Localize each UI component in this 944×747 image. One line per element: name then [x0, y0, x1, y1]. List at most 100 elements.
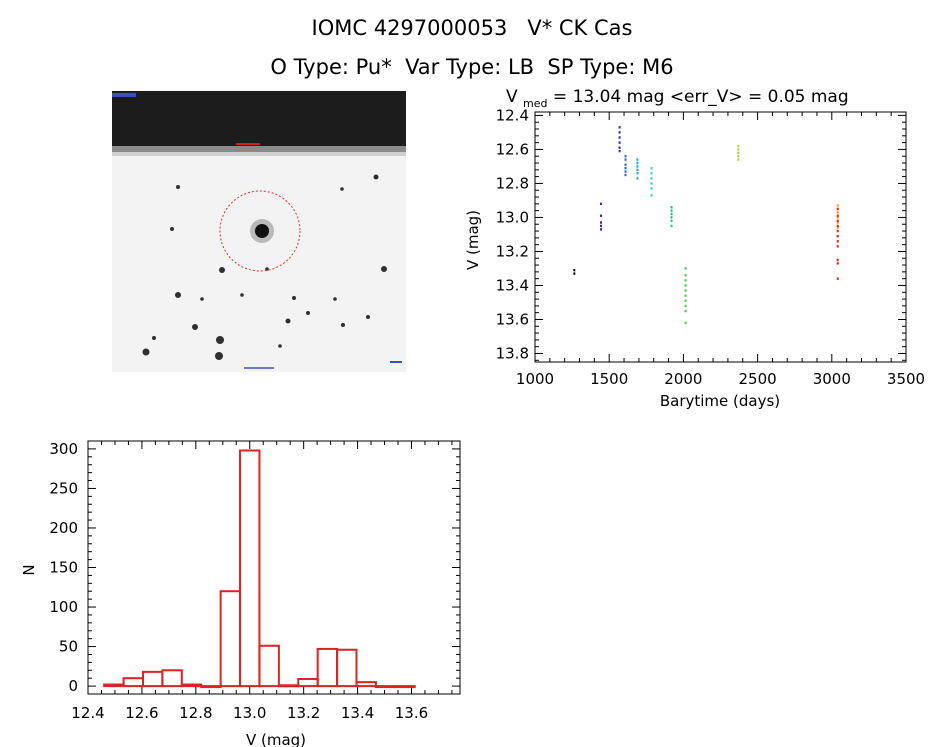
hist-bar [200, 685, 222, 689]
lc-data-point [650, 172, 653, 175]
lc-x-tick-label: 3500 [887, 370, 925, 388]
lc-y-axis-label: V (mag) [464, 210, 482, 270]
lc-data-point [636, 177, 639, 180]
light-curve-chart: V med = 13.04 mag <err_V> = 0.05 mag 100… [464, 87, 926, 410]
sky-image-stamp [112, 91, 406, 372]
lc-data-point [737, 151, 740, 155]
lc-data-point [737, 158, 740, 161]
lc-data-point [836, 245, 839, 248]
hist-bar [316, 647, 339, 688]
lc-data-point [624, 173, 627, 177]
hist-x-tick-label: 13.4 [341, 704, 374, 722]
lc-tick-layer: 1000 1500 2000 2500 3000 3500 12.4 12.6 12.8 13.0… [496, 106, 926, 388]
hist-bars [103, 449, 416, 689]
lc-y-tick-label: 13.0 [496, 208, 529, 226]
lc-data-point [684, 309, 687, 313]
lc-data-point [670, 206, 673, 209]
lc-data-point [636, 172, 639, 175]
lc-y-tick-label: 13.8 [496, 344, 529, 362]
lc-x-tick-label: 2500 [739, 370, 777, 388]
hist-bar [336, 648, 358, 688]
lc-data-point [624, 166, 627, 170]
magnitude-histogram: 12.4 12.6 12.8 13.0 13.2 13.4 13.6 0 50 100 150 200… [20, 440, 461, 747]
hist-y-tick-label: 50 [59, 638, 78, 656]
lc-data-point [836, 214, 839, 217]
lc-data-point [836, 211, 839, 214]
lc-data-point [836, 221, 839, 224]
hist-bar [277, 684, 300, 688]
lc-data-point [624, 158, 627, 161]
lc-data-point [650, 187, 653, 190]
lc-data-point [836, 234, 839, 238]
hist-x-tick-label: 12.6 [125, 704, 158, 722]
star-field [142, 174, 387, 360]
lc-data-point [737, 148, 740, 151]
hist-x-axis-label: V (mag) [246, 731, 306, 747]
lc-x-tick-label: 2000 [664, 370, 702, 388]
lc-data-point [600, 214, 603, 217]
chart-subtitle: O Type: Pu* Var Type: LB SP Type: M6 [270, 55, 674, 79]
lc-data-point [836, 240, 839, 243]
hist-y-tick-label: 300 [49, 440, 78, 458]
chart-title: IOMC 4297000053 V* CK Cas [311, 16, 633, 40]
lc-data-point [836, 224, 839, 228]
lc-data-point [618, 146, 621, 149]
lc-data-point [600, 228, 603, 231]
lc-data-point [600, 221, 603, 224]
lc-x-tick-label: 1000 [516, 370, 554, 388]
hist-bar [161, 669, 183, 688]
lc-data-point [836, 207, 839, 211]
hist-y-tick-label: 200 [49, 519, 78, 537]
lc-data-point [684, 267, 687, 270]
hist-x-tick-label: 13.6 [395, 704, 428, 722]
hist-x-tick-label: 12.4 [71, 704, 104, 722]
lc-data-point [836, 262, 839, 265]
lc-data-point [650, 194, 653, 197]
hist-bar [394, 685, 416, 689]
lc-data-point [684, 294, 687, 297]
target-circle [219, 190, 301, 272]
lc-data-point [836, 229, 839, 233]
lc-y-tick-label: 12.6 [496, 140, 529, 158]
lc-y-tick-label: 12.4 [496, 106, 529, 124]
hist-bar [180, 683, 203, 688]
lc-data-point [737, 155, 740, 158]
hist-y-tick-label: 0 [68, 677, 78, 695]
lc-data-point [636, 158, 639, 161]
lc-data-point [636, 168, 639, 172]
lc-data-point [573, 268, 576, 272]
lc-data-point [836, 219, 839, 223]
lc-data-point [650, 177, 653, 180]
lc-plot-frame [534, 111, 907, 363]
lc-data-point [650, 166, 653, 170]
lc-data-point [684, 299, 687, 302]
hist-bar [297, 677, 319, 688]
lc-data-point [737, 144, 740, 148]
lc-data-point [684, 284, 687, 287]
lc-y-tick-label: 12.8 [496, 174, 529, 192]
lc-data-point [836, 216, 839, 219]
hist-x-tick-label: 13.2 [287, 704, 320, 722]
lc-data-point [618, 126, 621, 129]
hist-x-tick-label: 13.0 [233, 704, 266, 722]
lc-data-point [624, 163, 627, 166]
hist-bar [219, 590, 242, 688]
lc-x-tick-label: 3000 [813, 370, 851, 388]
lc-y-tick-label: 13.6 [496, 310, 529, 328]
lc-title-rest: = 13.04 mag <err_V> = 0.05 mag [553, 87, 849, 107]
lc-data-point [836, 258, 839, 262]
lc-data-point [836, 204, 839, 207]
lc-data-point [618, 149, 621, 153]
lc-data-point [836, 226, 839, 229]
lc-data-point [684, 304, 687, 308]
hist-x-tick-label: 12.8 [179, 704, 212, 722]
hist-bar [374, 685, 397, 689]
lc-data-point [650, 182, 653, 185]
lc-x-axis-label: Barytime (days) [660, 392, 780, 410]
hist-y-axis-label: N [20, 564, 38, 575]
hist-plot-frame [87, 440, 461, 695]
lc-title-main: V [506, 87, 518, 107]
lc-data-point [670, 212, 673, 216]
lc-data-point [600, 202, 603, 206]
lc-data-point [573, 272, 576, 275]
